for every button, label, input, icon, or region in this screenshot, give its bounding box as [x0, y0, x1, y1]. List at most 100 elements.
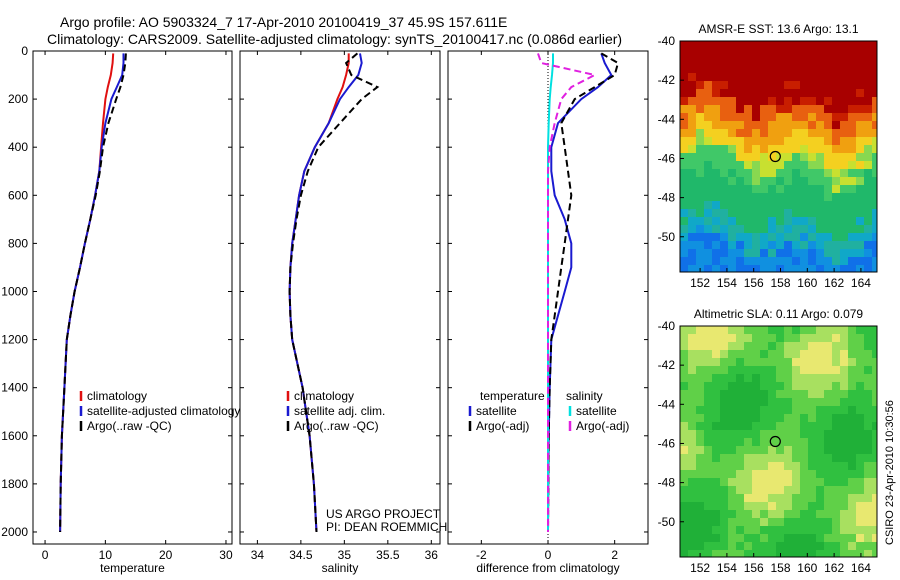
sla-map-cell — [688, 350, 696, 358]
sla-map-cell — [768, 326, 776, 334]
sst-map-cell — [744, 105, 752, 113]
sla-map-cell — [840, 510, 848, 518]
salinity-legend-label: satellite adj. clim. — [294, 404, 385, 418]
sla-map-cell — [872, 342, 877, 350]
difference-series-line — [547, 53, 613, 533]
sla-map-cell — [816, 462, 824, 470]
sst-map-cell — [864, 161, 872, 169]
sst-map-cell — [752, 145, 760, 153]
sla-map-cell — [704, 398, 712, 406]
sst-map-cell — [704, 209, 712, 217]
sst-map-cell — [688, 161, 696, 169]
sst-map-cell — [688, 217, 696, 225]
sst-map-cell — [736, 73, 744, 81]
sst-map-cell — [792, 113, 800, 121]
salinity-xtick-label: 35 — [338, 548, 352, 562]
sla-map-cell — [688, 510, 696, 518]
sla-map-cell — [808, 342, 816, 350]
sla-map-cell — [816, 358, 824, 366]
sla-map-cell — [736, 398, 744, 406]
sst-map-cell — [824, 113, 832, 121]
sla-map-cell — [840, 366, 848, 374]
temperature-ytick-label: 200 — [8, 92, 28, 106]
sst-map-cell — [768, 209, 776, 217]
sla-map-cell — [752, 462, 760, 470]
sla-map-cell — [864, 518, 872, 526]
sla-map-cell — [680, 430, 688, 438]
sst-map-cell — [816, 249, 824, 257]
sla-map-cell — [744, 462, 752, 470]
sst-map-cell — [760, 137, 768, 145]
header-line-1: Argo profile: AO 5903324_7 17-Apr-2010 2… — [60, 14, 507, 30]
sst-map-cell — [800, 65, 808, 73]
sst-map-cell — [768, 73, 776, 81]
sla-map-cell — [800, 342, 808, 350]
sla-map-cell — [776, 550, 784, 557]
sst-map-cell — [824, 185, 832, 193]
sla-map-cell — [680, 406, 688, 414]
sla-map-cell — [848, 494, 856, 502]
sla-map-cell — [856, 454, 864, 462]
sst-map-cell — [752, 81, 760, 89]
sst-map-cell — [840, 57, 848, 65]
sst-map-cell — [728, 65, 736, 73]
sst-map-cell — [864, 233, 872, 241]
sla-map-cell — [856, 374, 864, 382]
sla-map-cell — [776, 462, 784, 470]
temperature-ytick-label: 600 — [8, 188, 28, 202]
sla-map-cell — [712, 446, 720, 454]
sst-map-cell — [760, 201, 768, 209]
sst-map-cell — [848, 185, 856, 193]
sst-map-cell — [752, 65, 760, 73]
sla-map-cell — [744, 342, 752, 350]
sla-map-cell — [784, 446, 792, 454]
sst-map-cell — [768, 193, 776, 201]
sst-map-cell — [768, 265, 776, 272]
sla-map-cell — [776, 350, 784, 358]
sst-map-cell — [808, 225, 816, 233]
difference-series-line — [547, 52, 620, 533]
sst-map-cell — [712, 225, 720, 233]
sla-map-ytick-label: -46 — [658, 436, 676, 450]
sla-map-cell — [712, 462, 720, 470]
sst-map-cell — [720, 201, 728, 209]
sla-map-cell — [704, 358, 712, 366]
sst-map-cell — [696, 249, 704, 257]
sst-map-cell — [808, 65, 816, 73]
sla-map-cell — [728, 358, 736, 366]
sst-map-cell — [832, 105, 840, 113]
sst-map-cell — [680, 121, 688, 129]
sst-map-cell — [760, 113, 768, 121]
sst-map-cell — [760, 217, 768, 225]
sla-map-cell — [856, 398, 864, 406]
difference-legend-label: satellite — [476, 404, 517, 418]
sst-map-argo-marker — [769, 150, 781, 163]
sla-map-cell — [792, 486, 800, 494]
sst-map-cell — [840, 145, 848, 153]
sla-map-cell — [688, 326, 696, 334]
sst-map-ytick-label: -44 — [658, 112, 676, 126]
sla-map-cell — [696, 462, 704, 470]
sst-map-cell — [680, 257, 688, 265]
sst-map-cell — [856, 49, 864, 57]
sst-map-cell — [816, 241, 824, 249]
sla-map-cell — [688, 438, 696, 446]
sst-map-cell — [704, 193, 712, 201]
sla-map-cell — [776, 326, 784, 334]
sst-map-cell — [744, 209, 752, 217]
sst-map-cell — [736, 233, 744, 241]
temperature-legend-label: satellite-adjusted climatology — [87, 404, 240, 418]
sla-map-cell — [808, 438, 816, 446]
sst-map-xtick-label: 152 — [690, 276, 710, 290]
sst-map-cell — [696, 161, 704, 169]
sla-map-cell — [848, 486, 856, 494]
sst-map-cell — [752, 209, 760, 217]
sla-map-cell — [712, 470, 720, 478]
sst-map-cell — [792, 225, 800, 233]
sst-map-cell — [768, 153, 776, 161]
sla-map-cell — [816, 550, 824, 557]
sst-map-cell — [816, 97, 824, 105]
sst-map-cell — [704, 225, 712, 233]
sla-map-cell — [872, 430, 877, 438]
sla-map-cell — [856, 438, 864, 446]
